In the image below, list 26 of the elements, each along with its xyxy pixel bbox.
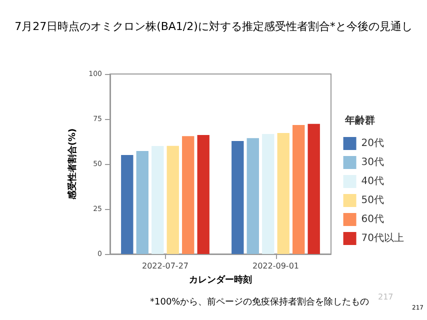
bar	[136, 151, 148, 254]
y-axis-title: 感受性者割合(%)	[67, 128, 78, 201]
bar	[197, 135, 210, 254]
bar	[262, 134, 274, 254]
bar	[246, 138, 259, 254]
bar	[232, 140, 244, 254]
bar	[308, 124, 320, 254]
legend-label: 20代	[361, 138, 384, 149]
legend-title: 年齢群	[344, 114, 375, 126]
bar	[292, 124, 305, 254]
legend-label: 30代	[361, 157, 384, 168]
bar	[182, 136, 194, 254]
legend-label: 70代以上	[361, 232, 404, 244]
x-tick-label: 2022-07-27	[142, 262, 188, 270]
chart-title: 7月27日時点のオミクロン株(BA1/2)に対する推定感受性者割合*と今後の見通し	[14, 20, 412, 33]
legend-label: 40代	[361, 176, 384, 187]
x-axis-title: カレンダー時刻	[189, 274, 252, 286]
x-tick-label: 2022-09-01	[252, 262, 299, 270]
bar	[121, 155, 134, 254]
bar	[152, 146, 164, 254]
bar	[277, 133, 290, 254]
bar	[166, 146, 179, 254]
legend-label: 60代	[361, 214, 384, 225]
legend-label: 50代	[361, 195, 384, 206]
text: 217	[378, 292, 394, 302]
text: *100%から、前ページの免疫保持者割合を除したもの	[150, 296, 370, 308]
